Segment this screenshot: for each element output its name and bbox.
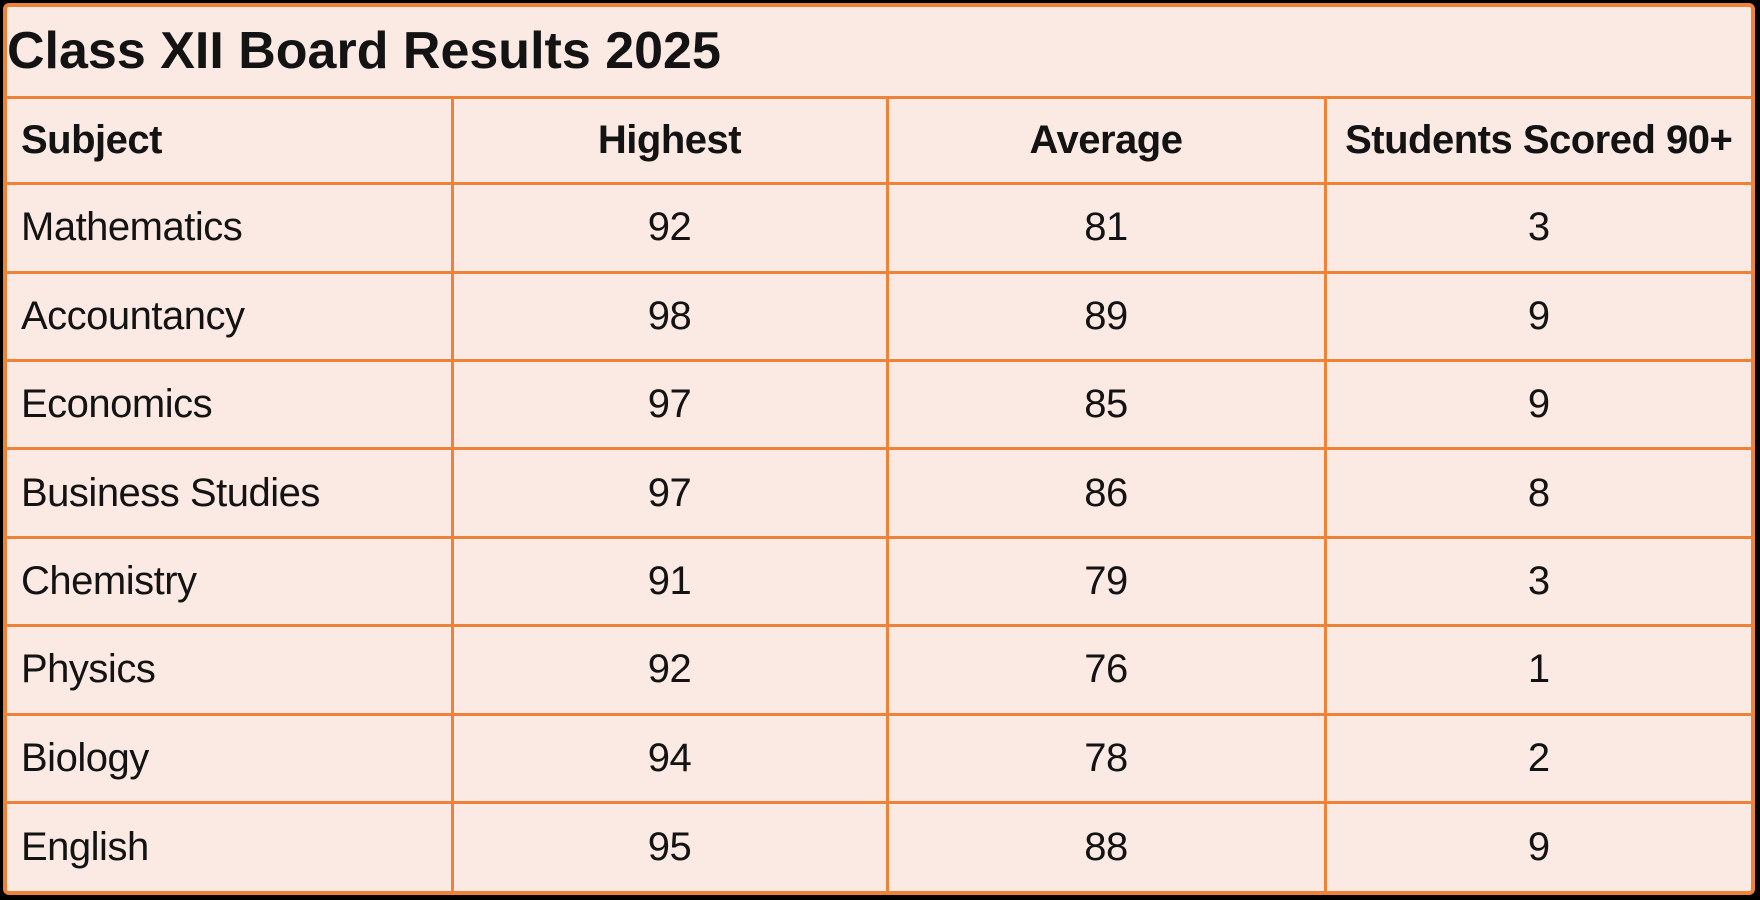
results-table: Class XII Board Results 2025 Subject Hig…: [7, 7, 1751, 891]
column-header-scored90: Students Scored 90+: [1323, 95, 1751, 186]
scored90-cell: 3: [1323, 182, 1751, 274]
average-cell: 81: [885, 182, 1327, 274]
highest-cell: 92: [450, 182, 889, 274]
highest-cell: 98: [450, 270, 889, 363]
subject-cell: Business Studies: [7, 447, 454, 539]
subject-cell: Biology: [7, 712, 454, 805]
average-cell: 88: [885, 801, 1327, 891]
highest-cell: 97: [450, 447, 889, 539]
header-row: Subject Highest Average Students Scored …: [7, 95, 1751, 186]
scored90-cell: 2: [1323, 712, 1751, 805]
table-row: Biology 94 78 2: [7, 712, 1751, 805]
scored90-cell: 9: [1323, 359, 1751, 451]
average-cell: 86: [885, 447, 1327, 539]
average-cell: 89: [885, 270, 1327, 363]
highest-cell: 91: [450, 535, 889, 628]
average-cell: 76: [885, 624, 1327, 716]
highest-cell: 95: [450, 801, 889, 891]
scored90-cell: 3: [1323, 535, 1751, 628]
table-frame: Class XII Board Results 2025 Subject Hig…: [3, 3, 1755, 895]
table-row: Physics 92 76 1: [7, 624, 1751, 716]
table-row: English 95 88 9: [7, 801, 1751, 891]
table-row: Business Studies 97 86 8: [7, 447, 1751, 539]
highest-cell: 94: [450, 712, 889, 805]
scored90-cell: 9: [1323, 270, 1751, 363]
average-cell: 78: [885, 712, 1327, 805]
table-row: Chemistry 91 79 3: [7, 535, 1751, 628]
subject-cell: Chemistry: [7, 535, 454, 628]
column-header-average: Average: [885, 95, 1327, 186]
subject-cell: English: [7, 801, 454, 891]
subject-cell: Physics: [7, 624, 454, 716]
average-cell: 85: [885, 359, 1327, 451]
scored90-cell: 8: [1323, 447, 1751, 539]
column-header-subject: Subject: [7, 95, 454, 186]
title-row: Class XII Board Results 2025: [7, 7, 1751, 99]
subject-cell: Mathematics: [7, 182, 454, 274]
table-row: Accountancy 98 89 9: [7, 270, 1751, 363]
subject-cell: Economics: [7, 359, 454, 451]
scored90-cell: 1: [1323, 624, 1751, 716]
highest-cell: 97: [450, 359, 889, 451]
highest-cell: 92: [450, 624, 889, 716]
scored90-cell: 9: [1323, 801, 1751, 891]
column-header-highest: Highest: [450, 95, 889, 186]
table-row: Mathematics 92 81 3: [7, 182, 1751, 274]
average-cell: 79: [885, 535, 1327, 628]
subject-cell: Accountancy: [7, 270, 454, 363]
page-title: Class XII Board Results 2025: [7, 7, 1751, 99]
results-table-body: Class XII Board Results 2025 Subject Hig…: [7, 7, 1751, 891]
table-row: Economics 97 85 9: [7, 359, 1751, 451]
